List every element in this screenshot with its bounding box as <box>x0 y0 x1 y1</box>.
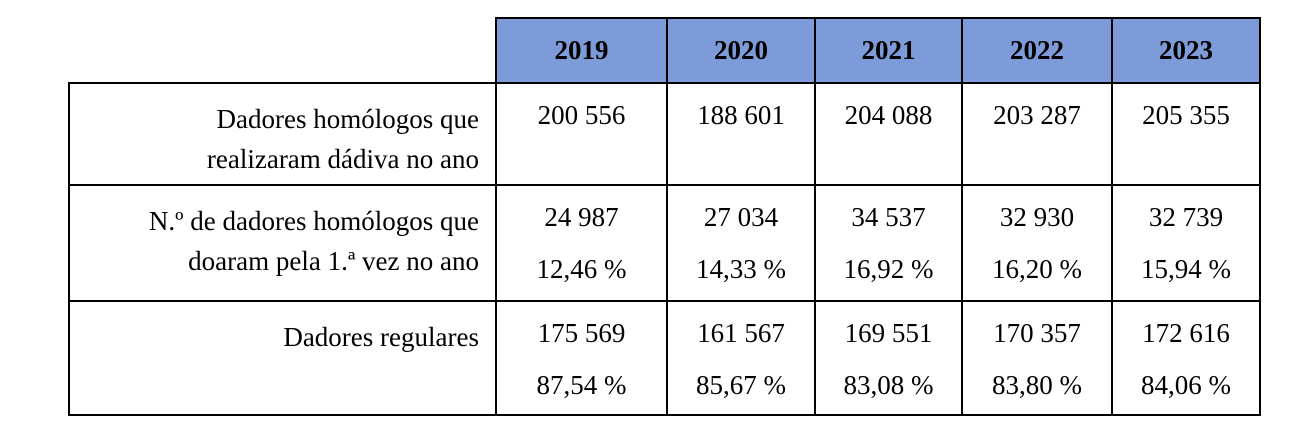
year-header: 2019 <box>495 17 668 84</box>
donor-percent: 15,94 % <box>1141 254 1231 284</box>
donor-percent: 85,67 % <box>696 370 786 400</box>
value-cell: 175 569 87,54 % <box>495 300 668 416</box>
value-cell: 32 739 15,94 % <box>1111 184 1261 302</box>
donor-count: 203 287 <box>993 100 1081 130</box>
donor-count: 161 567 <box>697 318 785 348</box>
value-cell: 172 616 84,06 % <box>1111 300 1261 416</box>
table-header-row: 2019 2020 2021 2022 2023 <box>69 17 1261 84</box>
table-row: N.º de dadores homólogos que doaram pela… <box>68 184 1261 302</box>
donor-count: 169 551 <box>844 318 933 348</box>
row-label: N.º de dadores homólogos que doaram pela… <box>68 184 497 302</box>
donor-count: 204 088 <box>844 100 933 130</box>
year-header: 2020 <box>666 17 816 84</box>
donor-percent: 16,20 % <box>992 254 1082 284</box>
row-label-line: doaram pela 1.ª vez no ano <box>188 246 479 276</box>
value-cell: 169 551 83,08 % <box>814 300 963 416</box>
value-cell: 203 287 <box>961 82 1113 186</box>
row-label-line: Dadores regulares <box>283 322 479 352</box>
row-label-line: Dadores homólogos que <box>216 104 479 134</box>
empty-corner-cell <box>69 18 497 84</box>
donor-count: 34 537 <box>851 202 926 232</box>
donor-count: 32 739 <box>1148 202 1224 232</box>
year-header: 2022 <box>961 17 1113 84</box>
value-cell: 204 088 <box>814 82 963 186</box>
donor-percent: 87,54 % <box>536 370 627 400</box>
donor-percent: 83,08 % <box>843 370 934 400</box>
donor-percent: 14,33 % <box>696 254 786 284</box>
value-cell: 205 355 <box>1111 82 1261 186</box>
donor-statistics-table: 2019 2020 2021 2022 2023 Dadores homólog… <box>68 17 1261 416</box>
year-header: 2023 <box>1111 17 1261 84</box>
donor-count: 32 930 <box>999 202 1075 232</box>
donor-count: 205 355 <box>1142 100 1230 130</box>
donor-percent: 83,80 % <box>992 370 1082 400</box>
value-cell: 170 357 83,80 % <box>961 300 1113 416</box>
donor-count: 27 034 <box>703 202 779 232</box>
row-label-line: N.º de dadores homólogos que <box>148 206 479 236</box>
table-row: Dadores regulares 175 569 87,54 % 161 56… <box>68 300 1261 416</box>
donor-percent: 12,46 % <box>536 254 627 284</box>
donor-count: 175 569 <box>537 318 626 348</box>
donor-count: 172 616 <box>1142 318 1230 348</box>
row-label-line: realizaram dádiva no ano <box>206 144 479 174</box>
value-cell: 188 601 <box>666 82 816 186</box>
value-cell: 24 987 12,46 % <box>495 184 668 302</box>
row-label: Dadores homólogos que realizaram dádiva … <box>68 82 497 186</box>
value-cell: 200 556 <box>495 82 668 186</box>
donor-count: 188 601 <box>697 100 785 130</box>
value-cell: 161 567 85,67 % <box>666 300 816 416</box>
value-cell: 32 930 16,20 % <box>961 184 1113 302</box>
donor-count: 170 357 <box>993 318 1081 348</box>
value-cell: 34 537 16,92 % <box>814 184 963 302</box>
year-header: 2021 <box>814 17 963 84</box>
row-label: Dadores regulares <box>68 300 497 416</box>
value-cell: 27 034 14,33 % <box>666 184 816 302</box>
donor-percent: 16,92 % <box>843 254 934 284</box>
table-row: Dadores homólogos que realizaram dádiva … <box>68 82 1261 186</box>
donor-count: 200 556 <box>537 100 626 130</box>
donor-count: 24 987 <box>544 202 619 232</box>
donor-percent: 84,06 % <box>1141 370 1231 400</box>
